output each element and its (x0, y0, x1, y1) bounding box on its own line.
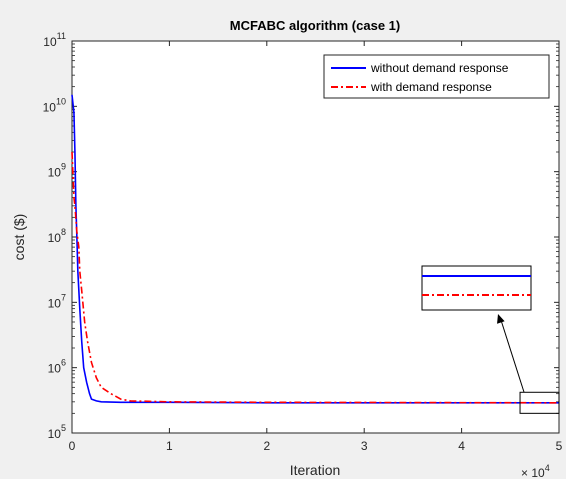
legend-label-1: without demand response (370, 61, 509, 75)
x-tick-label: 4 (458, 439, 465, 453)
y-tick-label: 1010 (43, 96, 66, 114)
chart-title: MCFABC algorithm (case 1) (230, 18, 400, 33)
series-line-2 (71, 151, 560, 404)
zoom-annotation (421, 265, 560, 414)
y-tick-label: 107 (48, 292, 66, 310)
x-tick-label: 3 (361, 439, 368, 453)
series-layer (71, 94, 560, 404)
y-tick-label: 105 (48, 423, 66, 441)
x-tick-label: 2 (263, 439, 270, 453)
y-tick-label: 108 (48, 227, 66, 245)
x-tick-label: 1 (166, 439, 173, 453)
x-tick-label: 0 (69, 439, 76, 453)
series-line-1 (71, 94, 559, 404)
legend: without demand response with demand respo… (323, 54, 550, 99)
y-tick-label: 106 (48, 358, 66, 376)
zoom-arrow-head (497, 314, 505, 324)
zoom-arrow-shaft (499, 316, 525, 393)
x-axis-ticks: 0 1 2 3 4 5 (69, 41, 563, 453)
y-tick-label: 1011 (43, 31, 66, 49)
zoom-region-box (519, 391, 560, 414)
legend-label-2: with demand response (370, 80, 492, 94)
zoom-inset-box (421, 265, 532, 311)
x-tick-label: 5 (556, 439, 563, 453)
y-tick-label: 109 (48, 162, 66, 180)
x-multiplier-base: × 10 (521, 466, 545, 479)
plot-area (71, 40, 560, 434)
x-axis-multiplier: × 104 (521, 463, 550, 479)
x-multiplier-exponent: 4 (545, 463, 550, 473)
legend-box (323, 54, 550, 99)
x-axis-label: Iteration (290, 462, 341, 478)
y-axis-label: cost ($) (11, 214, 27, 261)
